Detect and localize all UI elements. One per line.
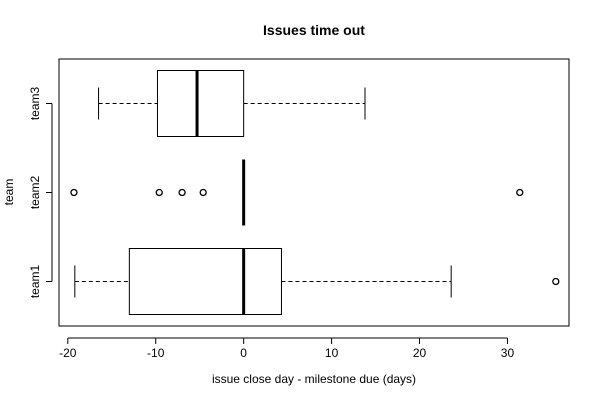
y-tick-label-team2: team2 bbox=[28, 176, 42, 210]
x-axis-title: issue close day - milestone due (days) bbox=[212, 372, 416, 386]
plot-frame bbox=[58, 58, 570, 327]
chart-title: Issues time out bbox=[263, 22, 365, 38]
box-team2 bbox=[70, 159, 524, 226]
outlier-point bbox=[70, 188, 78, 197]
y-axis-title: team bbox=[2, 179, 16, 206]
box-team1 bbox=[74, 248, 560, 315]
outlier-point bbox=[516, 188, 524, 197]
outlier-point bbox=[155, 188, 163, 197]
outlier-point bbox=[552, 277, 560, 286]
box-iqr bbox=[128, 248, 282, 315]
boxes-group bbox=[70, 70, 560, 315]
box-team3 bbox=[98, 70, 366, 137]
outlier-point bbox=[178, 188, 186, 197]
y-tick-label-team1: team1 bbox=[28, 265, 42, 299]
x-tick-label: 20 bbox=[413, 346, 427, 360]
x-axis: -20 -10 0 10 20 30 bbox=[59, 337, 515, 360]
box-iqr bbox=[156, 70, 245, 137]
x-tick-label: 0 bbox=[240, 346, 247, 360]
y-axis: team1 team2 team3 bbox=[28, 87, 53, 299]
y-tick-label-team3: team3 bbox=[28, 87, 42, 121]
x-tick-label: 10 bbox=[325, 346, 339, 360]
x-tick-label: -10 bbox=[147, 346, 165, 360]
outlier-point bbox=[199, 188, 207, 197]
x-tick-label: 30 bbox=[501, 346, 515, 360]
x-tick-label: -20 bbox=[59, 346, 77, 360]
